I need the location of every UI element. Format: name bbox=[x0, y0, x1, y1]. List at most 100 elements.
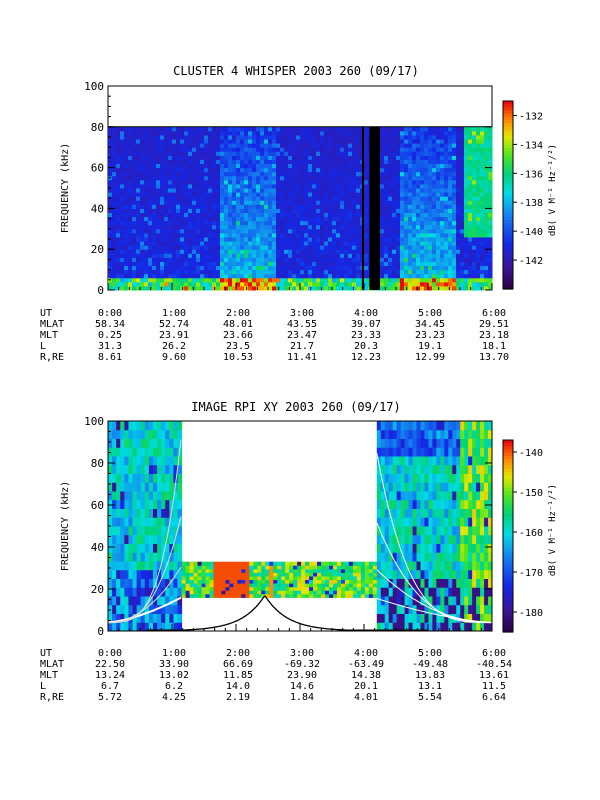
whisper-spectrogram-cell bbox=[304, 159, 309, 165]
whisper-spectrogram-cell bbox=[456, 224, 461, 230]
whisper-spectrogram-cell bbox=[140, 236, 145, 242]
whisper-spectrogram-cell bbox=[264, 196, 269, 201]
whisper-spectrogram-cell bbox=[116, 163, 121, 169]
whisper-spectrogram-cell bbox=[188, 126, 193, 132]
whisper-spectrogram-cell bbox=[404, 261, 409, 267]
rpi-spectrogram-cell bbox=[132, 508, 138, 518]
rpi-spectrogram-cell bbox=[328, 565, 334, 570]
whisper-spectrogram-cell bbox=[240, 249, 245, 254]
rpi-spectrogram-cell bbox=[293, 583, 298, 588]
rpi-spectrogram-cell bbox=[148, 569, 154, 579]
whisper-spectrogram-cell bbox=[172, 139, 177, 144]
whisper-spectrogram-cell bbox=[156, 261, 161, 267]
whisper-spectrogram-cell bbox=[448, 269, 453, 275]
rpi-spectrogram-cell bbox=[128, 517, 134, 527]
whisper-spectrogram-cell bbox=[252, 147, 257, 152]
whisper-spectrogram-cell bbox=[440, 192, 445, 197]
whisper-spectrogram-cell bbox=[364, 171, 369, 177]
whisper-spectrogram-cell bbox=[132, 232, 137, 238]
whisper-spectrogram-cell bbox=[308, 220, 313, 226]
rpi-spectrogram-cell bbox=[124, 526, 129, 536]
whisper-spectrogram-cell bbox=[244, 253, 249, 258]
whisper-spectrogram-cell bbox=[148, 134, 153, 140]
whisper-spectrogram-cell bbox=[336, 171, 341, 177]
whisper-spectrogram-cell bbox=[280, 285, 285, 291]
whisper-spectrogram-cell bbox=[236, 183, 241, 189]
whisper-spectrogram-cell bbox=[136, 257, 141, 262]
whisper-spectrogram-cell bbox=[236, 159, 241, 165]
whisper-spectrogram-cell bbox=[256, 245, 261, 250]
whisper-spectrogram-cell bbox=[236, 130, 241, 136]
whisper-spectrogram-cell bbox=[136, 208, 141, 213]
rpi-spectrogram-cell bbox=[352, 586, 358, 591]
rpi-spectrogram-cell bbox=[317, 586, 322, 591]
whisper-spectrogram-cell bbox=[124, 200, 129, 205]
whisper-colorbar-cell bbox=[503, 116, 513, 121]
rpi-spectrogram-cell bbox=[136, 499, 142, 509]
whisper-spectrogram-cell bbox=[404, 236, 409, 242]
rpi-spectrogram-cell bbox=[237, 575, 242, 581]
rpi-spectrogram-cell bbox=[352, 583, 358, 588]
whisper-spectrogram-cell bbox=[392, 134, 397, 140]
whisper-spectrogram-cell bbox=[260, 277, 265, 283]
whisper-spectrogram-cell bbox=[196, 220, 201, 226]
whisper-spectrogram-cell bbox=[456, 134, 461, 140]
whisper-spectrogram-cell bbox=[296, 220, 301, 226]
rpi-spectrogram-cell bbox=[332, 579, 338, 584]
whisper-spectrogram-cell bbox=[320, 151, 325, 156]
whisper-spectrogram-cell bbox=[240, 253, 245, 258]
whisper-spectrogram-cell bbox=[272, 281, 277, 287]
whisper-spectrogram-cell bbox=[116, 245, 121, 250]
whisper-spectrogram-cell bbox=[392, 269, 397, 275]
whisper-spectrogram-cell bbox=[276, 126, 281, 132]
whisper-spectrogram-cell bbox=[348, 134, 353, 140]
whisper-spectrogram-cell bbox=[472, 192, 477, 197]
rpi-spectrogram-cell bbox=[281, 568, 286, 573]
rpi-spectrogram-cell bbox=[261, 572, 266, 577]
rpi-spectrogram-cell bbox=[132, 543, 138, 553]
whisper-spectrogram-cell bbox=[160, 196, 165, 201]
whisper-spectrogram-cell bbox=[180, 126, 185, 132]
whisper-spectrogram-cell bbox=[252, 265, 257, 271]
whisper-spectrogram-cell bbox=[456, 241, 461, 246]
whisper-spectrogram-cell bbox=[324, 228, 329, 234]
whisper-spectrogram-cell bbox=[364, 220, 369, 226]
rpi-spectrogram-cell bbox=[380, 622, 386, 632]
whisper-spectrogram-cell bbox=[456, 273, 461, 279]
whisper-spectrogram-cell bbox=[424, 228, 429, 234]
whisper-spectrogram-cell bbox=[344, 155, 349, 160]
whisper-spectrogram-cell bbox=[456, 204, 461, 209]
whisper-spectrogram-cell bbox=[236, 236, 241, 242]
whisper-spectrogram-cell bbox=[356, 159, 361, 165]
whisper-spectrogram-cell bbox=[348, 126, 353, 132]
rpi-spectrogram-cell bbox=[140, 596, 146, 606]
whisper-spectrogram-cell bbox=[188, 273, 193, 279]
rpi-spectrogram-cell bbox=[124, 438, 129, 448]
whisper-spectrogram-cell bbox=[180, 265, 185, 271]
whisper-spectrogram-cell bbox=[296, 241, 301, 246]
rpi-spectrogram-cell bbox=[169, 438, 174, 448]
whisper-spectrogram-cell bbox=[420, 155, 425, 160]
whisper-spectrogram-cell bbox=[136, 163, 141, 169]
whisper-spectrogram-cell bbox=[248, 265, 253, 271]
rpi-spectrogram-cell bbox=[309, 583, 314, 588]
whisper-spectrogram-cell bbox=[244, 220, 249, 226]
whisper-spectrogram-cell bbox=[160, 175, 165, 181]
whisper-spectrogram-cell bbox=[480, 232, 485, 238]
whisper-spectrogram-cell bbox=[156, 200, 161, 205]
whisper-spectrogram-cell bbox=[412, 179, 417, 185]
whisper-spectrogram-cell bbox=[476, 155, 481, 160]
whisper-spectrogram-cell bbox=[352, 236, 357, 242]
rpi-spectrogram-cell bbox=[229, 561, 234, 566]
whisper-spectrogram-cell bbox=[240, 241, 245, 246]
whisper-spectrogram-cell bbox=[340, 171, 345, 177]
whisper-spectrogram-cell bbox=[380, 212, 385, 218]
whisper-spectrogram-cell bbox=[188, 130, 193, 136]
whisper-spectrogram-cell bbox=[304, 236, 309, 242]
whisper-spectrogram-cell bbox=[288, 183, 293, 189]
rpi-spectrogram-cell bbox=[233, 579, 238, 584]
whisper-spectrogram-cell bbox=[220, 200, 225, 205]
whisper-spectrogram-cell bbox=[428, 171, 433, 177]
whisper-spectrogram-cell bbox=[344, 134, 349, 140]
whisper-spectrogram-cell bbox=[456, 245, 461, 250]
